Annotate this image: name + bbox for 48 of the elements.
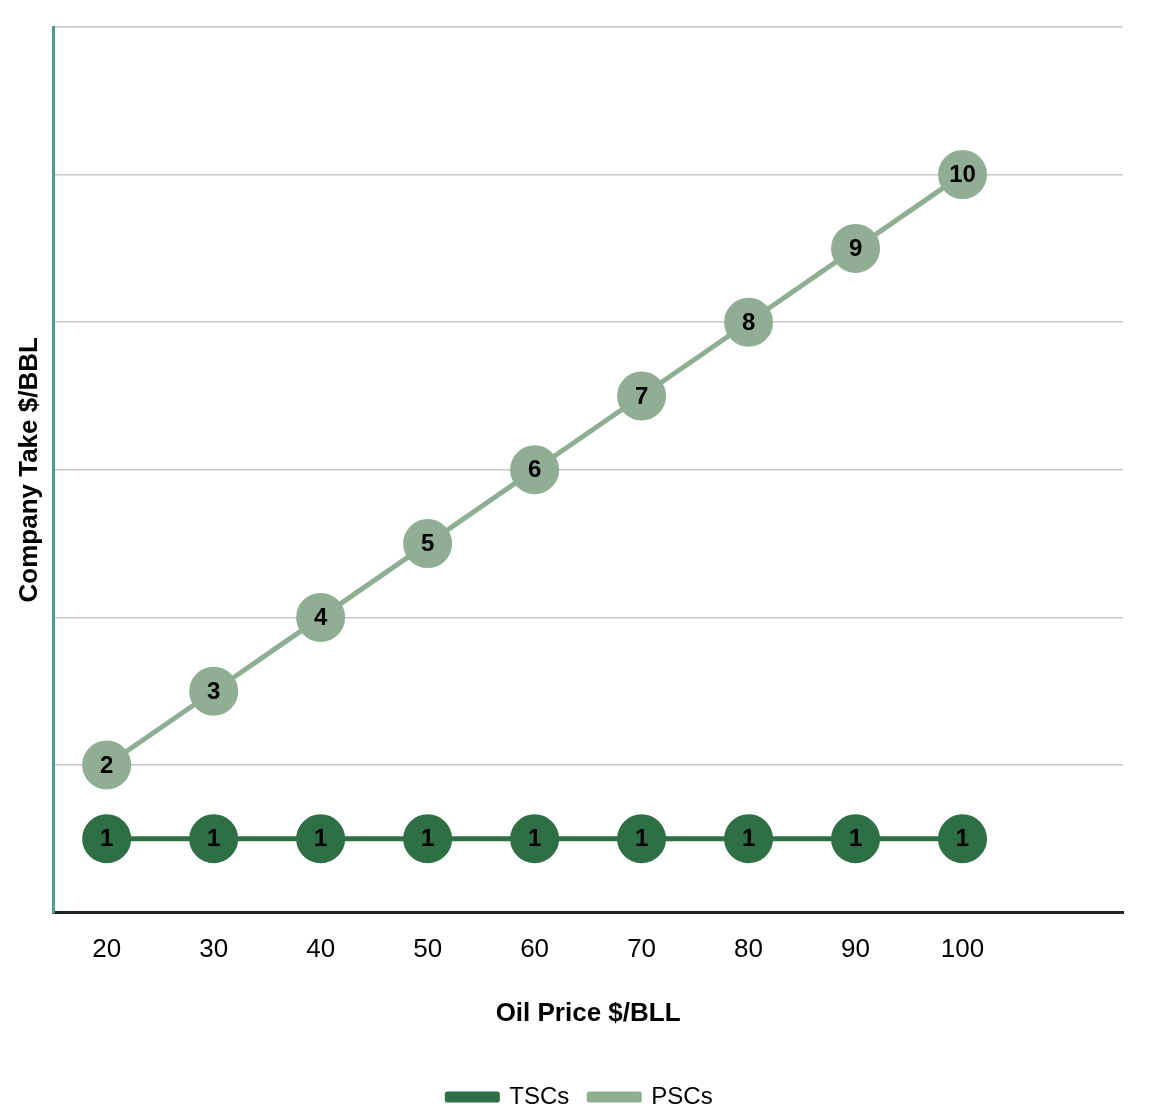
data-label: 9 [848,234,863,262]
data-label: 4 [313,603,328,631]
data-label: 1 [527,824,542,852]
x-tick-label: 60 [520,933,550,964]
x-tick-label: 90 [841,933,871,964]
data-label: 8 [741,307,756,335]
data-label: 1 [634,824,649,852]
data-label: 3 [206,676,221,704]
data-label: 1 [848,824,863,852]
x-tick-label: 50 [413,933,443,964]
x-tick-label: 40 [306,933,336,964]
data-label: 1 [741,824,756,852]
point [82,814,132,864]
data-label: 7 [634,381,649,409]
x-tick-label: 80 [734,933,764,964]
data-label: 10 [949,160,976,188]
point [831,223,881,273]
data-label: 1 [206,824,221,852]
point [724,297,774,347]
data-label: 2 [100,750,114,778]
point [296,814,346,864]
legend-label: PSCs [651,1081,713,1109]
x-tick-label: 100 [940,933,985,964]
point [403,814,453,864]
point [938,814,988,864]
point [189,666,239,716]
point [510,814,560,864]
x-tick-label: 20 [92,933,122,964]
point [510,445,560,495]
data-label: 5 [420,529,435,557]
x-tick-label: 30 [199,933,229,964]
data-label: 1 [100,824,114,852]
point [617,814,667,864]
point [296,592,346,642]
point [831,814,881,864]
point [189,814,239,864]
data-label: 1 [420,824,435,852]
data-label: 1 [313,824,328,852]
point [403,519,453,569]
legend-label: TSCs [509,1081,570,1109]
point [724,814,774,864]
data-label: 1 [955,824,970,852]
point [617,371,667,421]
point [82,740,132,790]
data-label: 6 [527,455,542,483]
x-tick-label: 70 [627,933,657,964]
x-axis-title: Oil Price $/BLL [495,996,681,1027]
y-axis-title: Company Take $/BBL [12,337,43,603]
